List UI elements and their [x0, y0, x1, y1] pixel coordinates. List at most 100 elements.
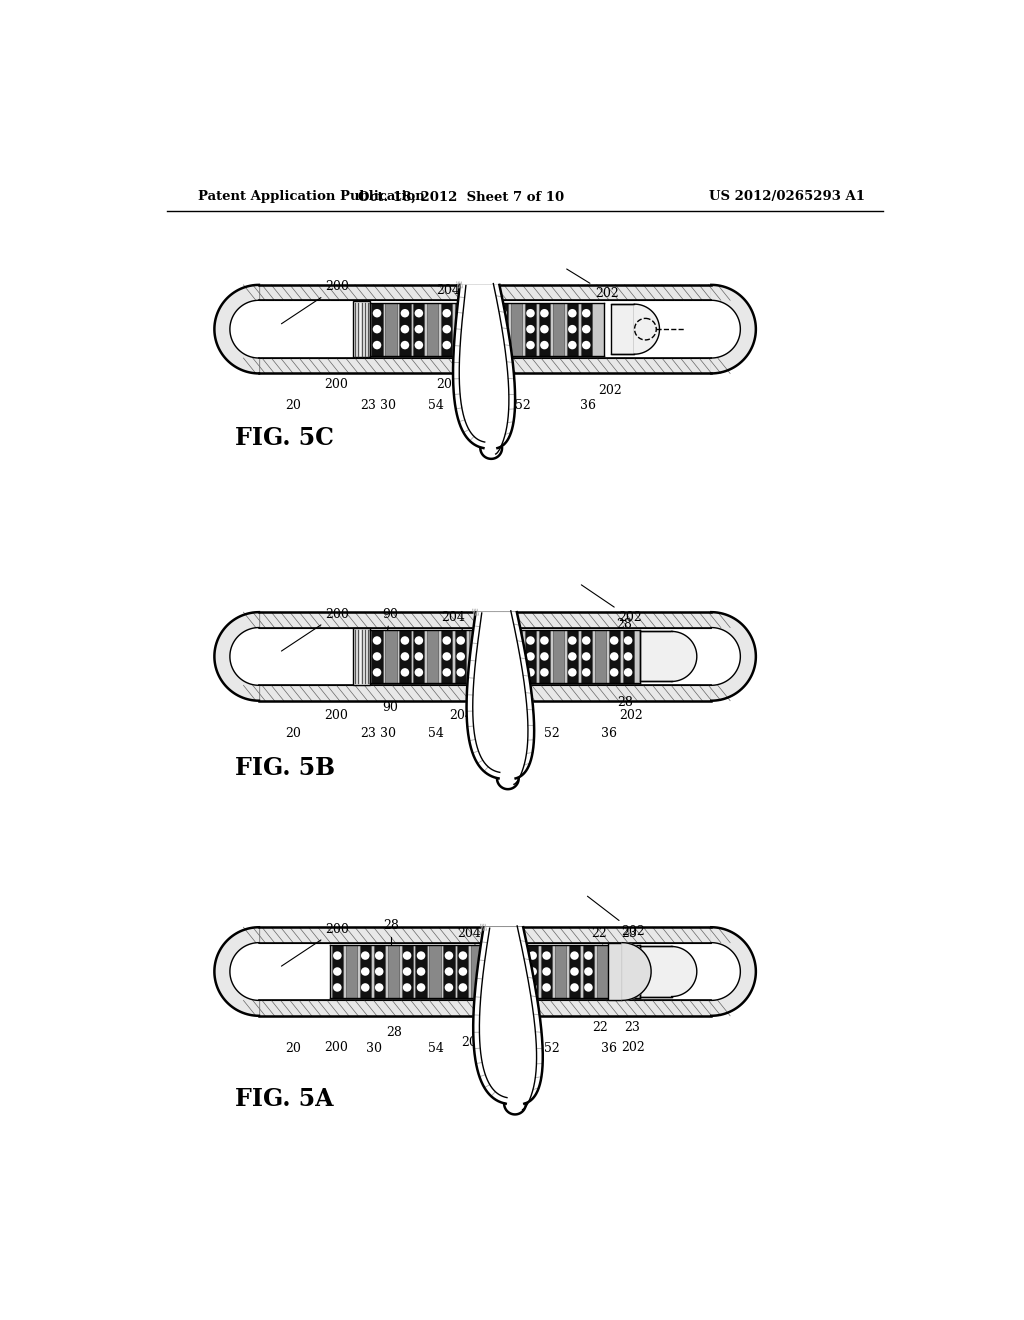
- Circle shape: [499, 652, 507, 661]
- Circle shape: [459, 968, 467, 975]
- Circle shape: [501, 968, 509, 975]
- Text: 204: 204: [441, 611, 469, 639]
- Text: 204: 204: [436, 378, 461, 391]
- Circle shape: [568, 652, 577, 661]
- Circle shape: [570, 952, 579, 960]
- Text: FIG. 5C: FIG. 5C: [236, 426, 334, 450]
- Circle shape: [624, 668, 633, 677]
- Text: FIG. 5A: FIG. 5A: [236, 1086, 334, 1110]
- Polygon shape: [332, 945, 343, 998]
- Polygon shape: [595, 630, 606, 682]
- Polygon shape: [353, 301, 370, 358]
- Polygon shape: [214, 612, 259, 701]
- Circle shape: [333, 952, 342, 960]
- Circle shape: [626, 983, 635, 991]
- Polygon shape: [427, 630, 438, 682]
- Polygon shape: [469, 630, 480, 682]
- Polygon shape: [712, 285, 756, 374]
- Text: 20: 20: [285, 1041, 301, 1055]
- Polygon shape: [525, 302, 536, 355]
- Polygon shape: [497, 302, 508, 355]
- Circle shape: [400, 341, 410, 350]
- Circle shape: [457, 309, 465, 318]
- Circle shape: [484, 325, 493, 334]
- Polygon shape: [401, 945, 413, 998]
- Circle shape: [528, 952, 537, 960]
- Circle shape: [486, 968, 495, 975]
- Polygon shape: [259, 927, 712, 942]
- Circle shape: [499, 636, 507, 644]
- Polygon shape: [712, 612, 756, 701]
- Polygon shape: [427, 302, 438, 355]
- Text: 202: 202: [566, 269, 618, 300]
- Text: 30: 30: [380, 726, 396, 739]
- Circle shape: [582, 325, 591, 334]
- Circle shape: [361, 952, 370, 960]
- Circle shape: [612, 952, 621, 960]
- Polygon shape: [583, 945, 594, 998]
- Polygon shape: [622, 942, 651, 1001]
- Text: 200: 200: [282, 607, 349, 651]
- Circle shape: [499, 325, 507, 334]
- Circle shape: [402, 983, 412, 991]
- Polygon shape: [455, 630, 466, 682]
- Circle shape: [528, 983, 537, 991]
- Text: 200: 200: [282, 280, 349, 323]
- Circle shape: [570, 968, 579, 975]
- Polygon shape: [467, 612, 535, 779]
- Polygon shape: [416, 945, 427, 998]
- Polygon shape: [539, 302, 550, 355]
- Circle shape: [484, 341, 493, 350]
- Polygon shape: [513, 945, 524, 998]
- Polygon shape: [712, 927, 756, 1016]
- Circle shape: [526, 652, 535, 661]
- Polygon shape: [473, 927, 543, 1104]
- Polygon shape: [399, 302, 411, 355]
- Circle shape: [543, 968, 551, 975]
- Polygon shape: [353, 628, 370, 685]
- Polygon shape: [259, 685, 712, 701]
- Polygon shape: [485, 945, 497, 998]
- Polygon shape: [541, 945, 552, 998]
- Circle shape: [444, 968, 454, 975]
- Circle shape: [442, 341, 451, 350]
- Polygon shape: [214, 285, 259, 374]
- Polygon shape: [385, 630, 396, 682]
- Circle shape: [499, 668, 507, 677]
- Text: 200: 200: [324, 709, 348, 722]
- Circle shape: [457, 668, 465, 677]
- Circle shape: [612, 968, 621, 975]
- Text: 200: 200: [324, 1041, 348, 1055]
- Text: 36: 36: [581, 399, 596, 412]
- Polygon shape: [259, 300, 712, 358]
- Circle shape: [442, 309, 451, 318]
- Polygon shape: [581, 302, 592, 355]
- Polygon shape: [346, 945, 357, 998]
- Polygon shape: [455, 302, 466, 355]
- Text: 20: 20: [285, 726, 301, 739]
- Polygon shape: [259, 358, 712, 374]
- Circle shape: [486, 983, 495, 991]
- Circle shape: [333, 968, 342, 975]
- Polygon shape: [553, 302, 564, 355]
- Circle shape: [610, 652, 618, 661]
- Text: 50: 50: [480, 726, 497, 739]
- Circle shape: [484, 668, 493, 677]
- Circle shape: [444, 952, 454, 960]
- Polygon shape: [608, 942, 622, 1001]
- Polygon shape: [640, 946, 672, 997]
- Circle shape: [400, 636, 410, 644]
- Text: 28: 28: [616, 696, 633, 709]
- Circle shape: [540, 668, 549, 677]
- Circle shape: [624, 636, 633, 644]
- Circle shape: [457, 325, 465, 334]
- Polygon shape: [441, 302, 453, 355]
- Circle shape: [612, 983, 621, 991]
- Circle shape: [540, 325, 549, 334]
- Polygon shape: [610, 304, 634, 354]
- Text: 20: 20: [285, 399, 301, 412]
- Circle shape: [568, 636, 577, 644]
- Circle shape: [626, 968, 635, 975]
- Circle shape: [526, 636, 535, 644]
- Circle shape: [570, 983, 579, 991]
